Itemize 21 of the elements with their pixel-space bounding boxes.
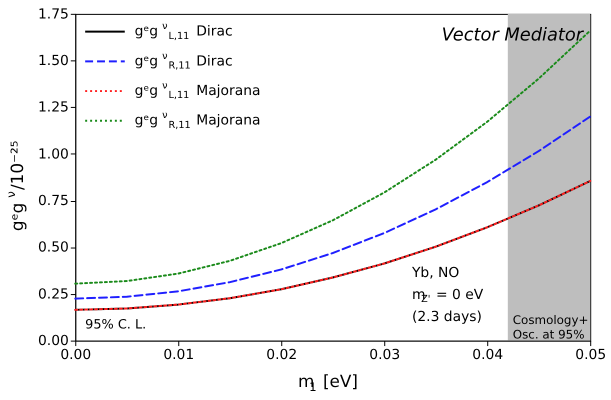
- x-tick-label: 0.03: [369, 346, 400, 363]
- y-tick-label: 0.50: [38, 240, 69, 256]
- y-axis-title: gᵉgν/10⁻²⁵: [4, 140, 27, 232]
- band-label: Cosmology+ Osc. at 95%: [512, 312, 588, 342]
- annotation: Yb, NO: [410, 265, 460, 282]
- y-tick-label: 1.25: [38, 100, 69, 116]
- x-tick-label: 0.01: [163, 346, 194, 363]
- y-tick-label: 0.25: [38, 286, 69, 302]
- annotation: (2.3 days): [412, 308, 482, 325]
- x-tick-label: 0.04: [472, 346, 504, 363]
- y-tick-label: 0.00: [38, 333, 69, 350]
- y-tick-label: 1.00: [38, 146, 69, 162]
- y-tick-label: 1.75: [38, 6, 69, 22]
- x-tick-label: 0.05: [575, 346, 606, 363]
- annotation: Vector Mediator: [442, 24, 585, 46]
- y-tick-label: 1.50: [38, 52, 69, 69]
- x-tick-label: 0.02: [266, 346, 298, 363]
- x-tick-label: 0.00: [60, 346, 92, 363]
- annotation: mZ' = 0 eV: [412, 287, 484, 306]
- annotation: 95% C. L.: [85, 318, 146, 333]
- y-tick-label: 0.75: [38, 193, 69, 210]
